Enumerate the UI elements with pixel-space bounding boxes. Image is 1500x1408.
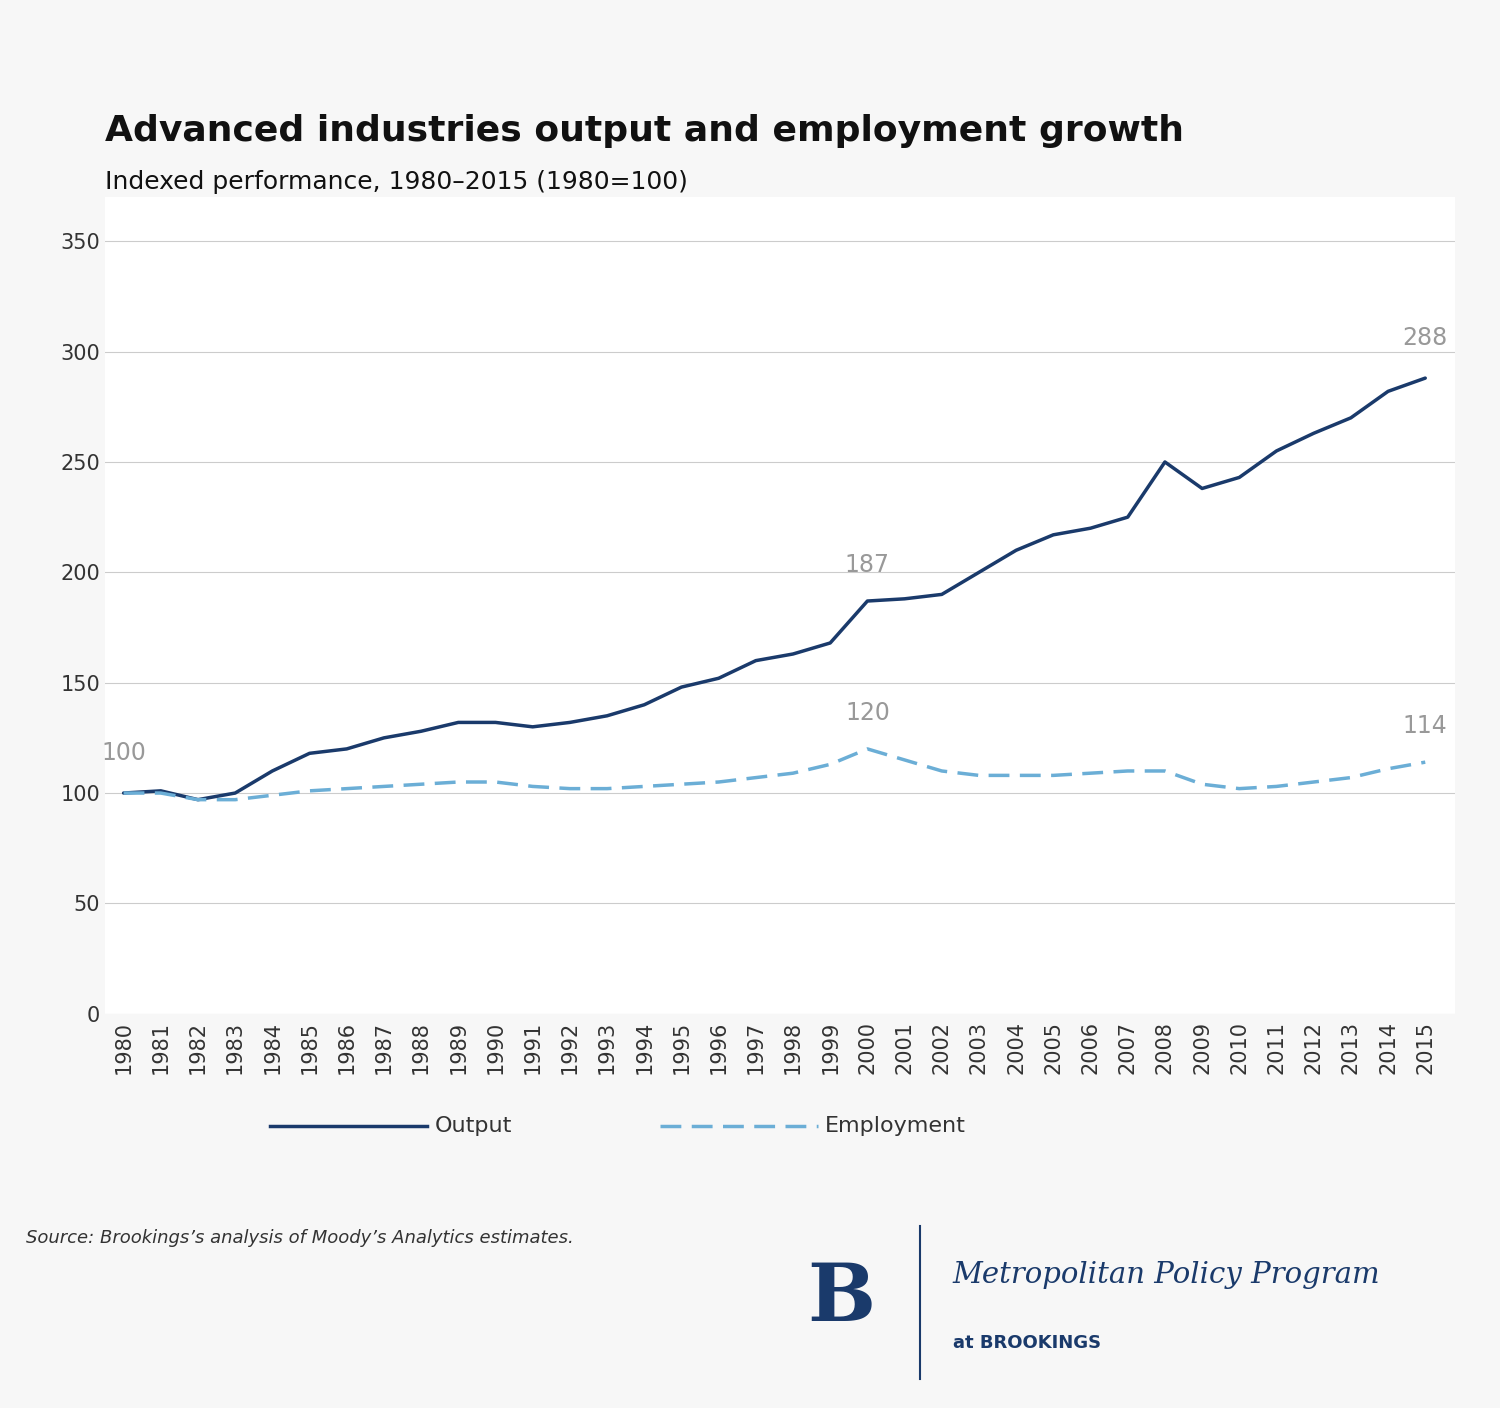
Text: Source: Brookings’s analysis of Moody’s Analytics estimates.: Source: Brookings’s analysis of Moody’s … — [27, 1229, 574, 1246]
Text: Metropolitan Policy Program: Metropolitan Policy Program — [952, 1262, 1380, 1288]
Text: B: B — [807, 1260, 876, 1338]
Text: 120: 120 — [844, 701, 889, 725]
Text: Indexed performance, 1980–2015 (1980=100): Indexed performance, 1980–2015 (1980=100… — [105, 170, 688, 194]
Text: Output: Output — [435, 1117, 513, 1136]
Text: Advanced industries output and employment growth: Advanced industries output and employmen… — [105, 114, 1184, 148]
Text: at BROOKINGS: at BROOKINGS — [952, 1333, 1101, 1352]
Text: 187: 187 — [844, 553, 889, 577]
Text: 114: 114 — [1402, 714, 1447, 738]
Text: 100: 100 — [100, 741, 146, 765]
Text: 288: 288 — [1402, 327, 1447, 351]
Text: Employment: Employment — [825, 1117, 966, 1136]
